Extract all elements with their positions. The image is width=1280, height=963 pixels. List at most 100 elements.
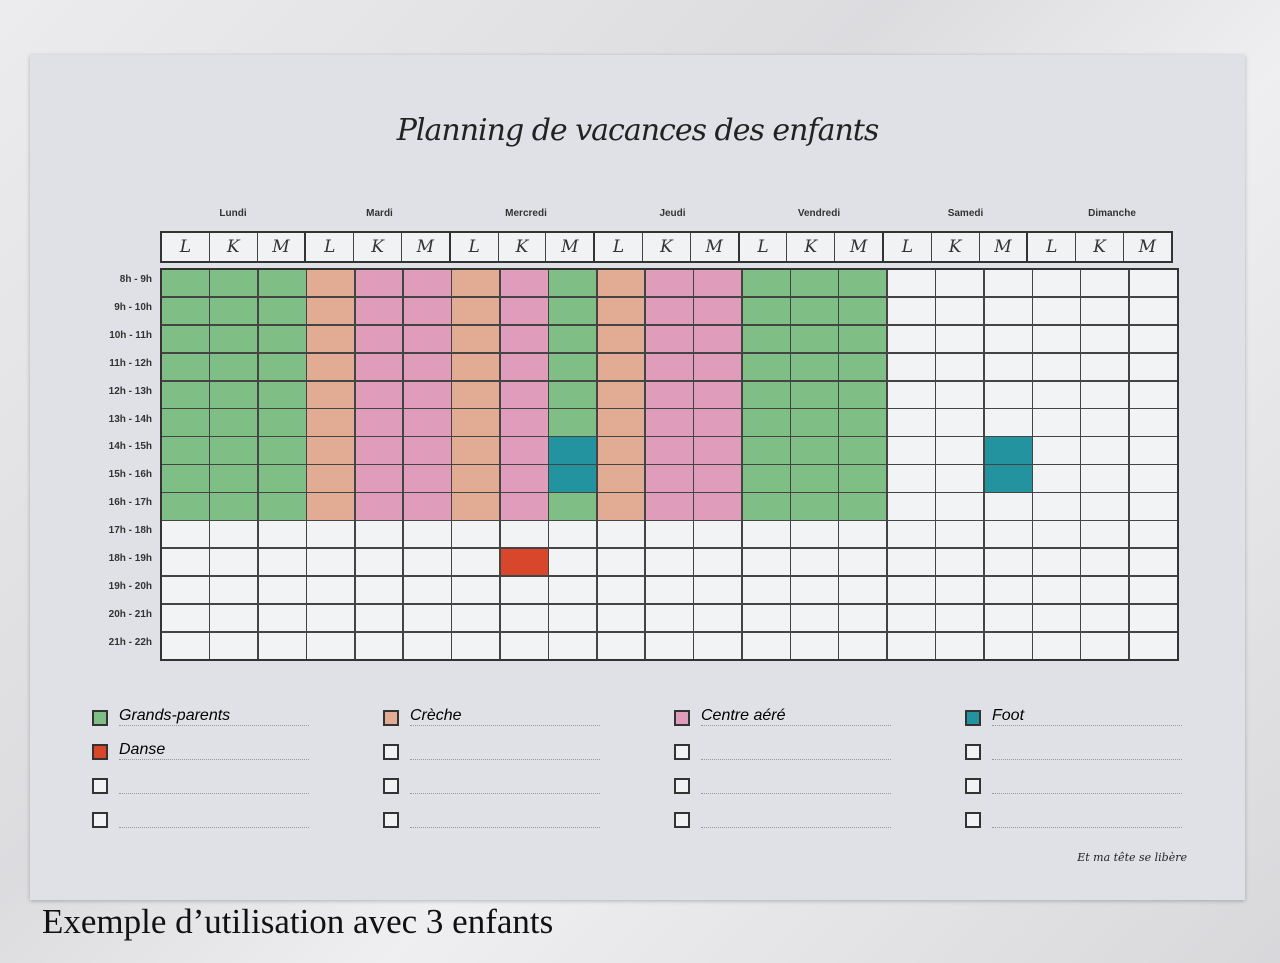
cell-empty[interactable] (597, 521, 645, 548)
cell-G[interactable] (549, 353, 597, 381)
cell-empty[interactable] (1129, 632, 1177, 659)
cell-empty[interactable] (500, 632, 548, 659)
cell-empty[interactable] (355, 604, 403, 632)
cell-G[interactable] (839, 493, 887, 520)
cell-empty[interactable] (1081, 437, 1129, 464)
cell-G[interactable] (162, 325, 209, 353)
cell-empty[interactable] (742, 632, 790, 659)
cell-A[interactable] (694, 465, 742, 492)
cell-A[interactable] (645, 297, 693, 325)
cell-C[interactable] (452, 270, 500, 297)
cell-empty[interactable] (1033, 297, 1080, 325)
cell-empty[interactable] (887, 381, 935, 408)
cell-empty[interactable] (1129, 270, 1177, 297)
legend-item[interactable] (383, 809, 613, 829)
cell-G[interactable] (162, 437, 209, 464)
cell-G[interactable] (839, 297, 887, 325)
cell-empty[interactable] (887, 270, 935, 297)
cell-empty[interactable] (1033, 381, 1080, 408)
cell-A[interactable] (500, 325, 548, 353)
cell-empty[interactable] (984, 270, 1032, 297)
cell-empty[interactable] (210, 604, 258, 632)
cell-empty[interactable] (645, 576, 693, 604)
cell-G[interactable] (839, 409, 887, 436)
cell-empty[interactable] (984, 493, 1032, 520)
cell-empty[interactable] (1033, 409, 1080, 436)
cell-empty[interactable] (791, 576, 838, 604)
cell-empty[interactable] (694, 604, 742, 632)
cell-G[interactable] (210, 493, 258, 520)
cell-empty[interactable] (403, 548, 451, 576)
legend-item[interactable]: Crèche (383, 707, 613, 727)
cell-G[interactable] (742, 381, 790, 408)
cell-empty[interactable] (887, 465, 935, 492)
cell-empty[interactable] (403, 632, 451, 659)
legend-item[interactable]: Danse (92, 741, 322, 761)
cell-empty[interactable] (791, 548, 838, 576)
cell-empty[interactable] (839, 548, 887, 576)
cell-A[interactable] (500, 409, 548, 436)
cell-empty[interactable] (694, 576, 742, 604)
cell-C[interactable] (307, 297, 355, 325)
cell-A[interactable] (403, 270, 451, 297)
cell-G[interactable] (839, 270, 887, 297)
cell-A[interactable] (645, 409, 693, 436)
cell-empty[interactable] (1033, 548, 1080, 576)
cell-G[interactable] (258, 493, 306, 520)
cell-empty[interactable] (258, 548, 306, 576)
cell-empty[interactable] (1033, 325, 1080, 353)
cell-empty[interactable] (1033, 270, 1080, 297)
cell-A[interactable] (694, 437, 742, 464)
cell-C[interactable] (452, 325, 500, 353)
cell-empty[interactable] (1129, 297, 1177, 325)
cell-G[interactable] (210, 409, 258, 436)
cell-A[interactable] (645, 353, 693, 381)
legend-item[interactable] (383, 741, 613, 761)
cell-G[interactable] (742, 437, 790, 464)
cell-empty[interactable] (403, 521, 451, 548)
legend-item[interactable] (383, 775, 613, 795)
cell-empty[interactable] (162, 521, 209, 548)
cell-C[interactable] (597, 297, 645, 325)
cell-empty[interactable] (936, 465, 984, 492)
cell-C[interactable] (452, 437, 500, 464)
cell-G[interactable] (791, 409, 838, 436)
cell-G[interactable] (549, 493, 597, 520)
cell-empty[interactable] (1129, 409, 1177, 436)
cell-empty[interactable] (307, 576, 355, 604)
color-box[interactable] (92, 778, 108, 794)
cell-empty[interactable] (984, 325, 1032, 353)
cell-C[interactable] (452, 465, 500, 492)
legend-item[interactable] (92, 809, 322, 829)
cell-empty[interactable] (403, 576, 451, 604)
cell-A[interactable] (500, 465, 548, 492)
cell-A[interactable] (500, 353, 548, 381)
color-box[interactable] (674, 710, 690, 726)
cell-G[interactable] (210, 270, 258, 297)
cell-A[interactable] (694, 325, 742, 353)
cell-A[interactable] (403, 353, 451, 381)
cell-A[interactable] (403, 325, 451, 353)
cell-empty[interactable] (258, 576, 306, 604)
cell-empty[interactable] (1033, 576, 1080, 604)
cell-empty[interactable] (1081, 576, 1129, 604)
cell-C[interactable] (452, 381, 500, 408)
cell-G[interactable] (742, 493, 790, 520)
cell-G[interactable] (791, 325, 838, 353)
cell-G[interactable] (210, 437, 258, 464)
cell-G[interactable] (162, 270, 209, 297)
cell-empty[interactable] (162, 576, 209, 604)
cell-G[interactable] (549, 297, 597, 325)
cell-empty[interactable] (984, 576, 1032, 604)
cell-A[interactable] (403, 409, 451, 436)
cell-empty[interactable] (355, 548, 403, 576)
cell-A[interactable] (355, 409, 403, 436)
cell-G[interactable] (742, 409, 790, 436)
cell-G[interactable] (549, 325, 597, 353)
cell-empty[interactable] (984, 381, 1032, 408)
cell-empty[interactable] (936, 604, 984, 632)
cell-empty[interactable] (645, 632, 693, 659)
cell-empty[interactable] (597, 604, 645, 632)
cell-empty[interactable] (1081, 270, 1129, 297)
cell-A[interactable] (403, 437, 451, 464)
